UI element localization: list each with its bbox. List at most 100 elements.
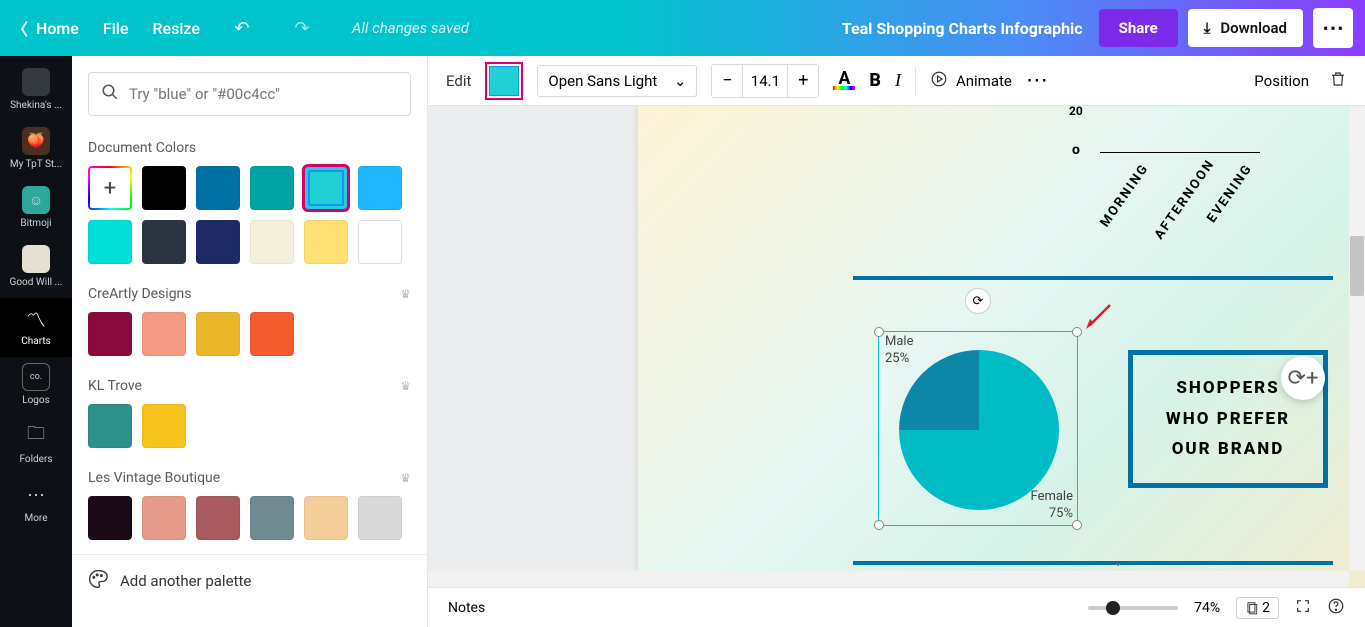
color-swatch[interactable] xyxy=(142,404,186,448)
animate-button[interactable]: Animate xyxy=(930,70,1012,92)
zoom-knob[interactable] xyxy=(1106,601,1120,615)
rail-more[interactable]: ⋯More xyxy=(0,475,72,534)
color-swatch[interactable] xyxy=(142,496,186,540)
color-swatch[interactable] xyxy=(196,220,240,264)
rail-app-shekina[interactable]: Shekina's ... xyxy=(0,62,72,121)
canvas-area[interactable]: 20 o MORNING AFTERNOON EVENING ⟳ Male25% xyxy=(428,106,1365,587)
page-count-button[interactable]: 2 xyxy=(1236,597,1279,619)
crown-icon: ♛ xyxy=(400,287,411,301)
delete-button[interactable] xyxy=(1329,70,1347,92)
context-toolbar: Edit Open Sans Light ⌄ − 14.1 + A B I An… xyxy=(428,56,1365,106)
color-swatch[interactable] xyxy=(358,496,402,540)
color-swatch[interactable] xyxy=(304,166,348,210)
color-swatch[interactable] xyxy=(358,220,402,264)
color-swatch[interactable] xyxy=(142,312,186,356)
selection-box[interactable]: ⟳ Male25% Female75% xyxy=(878,331,1078,526)
home-button[interactable]: 〈 Home xyxy=(12,16,79,40)
color-swatch[interactable] xyxy=(88,496,132,540)
color-swatch[interactable] xyxy=(196,496,240,540)
more-button[interactable]: ⋯ xyxy=(1313,8,1353,48)
add-palette-button[interactable]: Add another palette xyxy=(72,554,427,607)
font-selector[interactable]: Open Sans Light ⌄ xyxy=(537,65,697,97)
section-title-creartly: CreArtly Designs xyxy=(88,286,192,302)
section-title-lesvintage: Les Vintage Boutique xyxy=(88,470,220,486)
color-swatch[interactable] xyxy=(88,220,132,264)
size-increase-button[interactable]: + xyxy=(788,65,818,97)
design-page[interactable]: 20 o MORNING AFTERNOON EVENING ⟳ Male25% xyxy=(638,106,1365,587)
color-swatch[interactable] xyxy=(196,312,240,356)
resize-handle-sw[interactable] xyxy=(874,520,884,530)
rail-folders[interactable]: 🗀Folders xyxy=(0,416,72,475)
italic-button[interactable]: I xyxy=(895,70,901,91)
resize-handle-se[interactable] xyxy=(1072,520,1082,530)
add-page-fab[interactable]: ⟳+ xyxy=(1281,356,1325,400)
color-swatch[interactable] xyxy=(250,496,294,540)
color-swatch[interactable] xyxy=(142,166,186,210)
redo-button[interactable]: ↷ xyxy=(284,10,320,46)
bold-button[interactable]: B xyxy=(869,70,881,91)
color-swatch[interactable] xyxy=(250,312,294,356)
color-swatch[interactable] xyxy=(196,166,240,210)
folder-icon: 🗀 xyxy=(22,422,50,450)
rail-app-goodwill[interactable]: Good Will ... xyxy=(0,239,72,298)
app-icon: ☺ xyxy=(22,186,50,214)
app-icon xyxy=(22,68,50,96)
color-swatch[interactable] xyxy=(304,496,348,540)
fill-color-chip[interactable] xyxy=(485,62,523,100)
expand-arrow-icon[interactable]: ⌄ xyxy=(1113,555,1123,569)
add-color-swatch[interactable]: + xyxy=(88,166,132,210)
rail-app-bitmoji[interactable]: ☺Bitmoji xyxy=(0,180,72,239)
charts-icon: 〽 xyxy=(22,304,50,332)
color-swatch[interactable] xyxy=(142,220,186,264)
top-bar: 〈 Home File Resize ↶ ↷ All changes saved… xyxy=(0,0,1365,56)
color-search-input[interactable] xyxy=(129,85,398,103)
zoom-slider[interactable] xyxy=(1088,606,1178,610)
divider-bar-bottom xyxy=(853,561,1333,565)
edit-button[interactable]: Edit xyxy=(446,72,471,90)
more-icon: ⋯ xyxy=(22,481,50,509)
pie-label-female: Female75% xyxy=(1031,489,1073,523)
font-size-value[interactable]: 14.1 xyxy=(742,65,788,97)
font-size-group: − 14.1 + xyxy=(711,64,819,98)
rotate-handle[interactable]: ⟳ xyxy=(965,288,991,314)
color-swatch[interactable] xyxy=(358,166,402,210)
design-title[interactable]: Teal Shopping Charts Infographic xyxy=(842,19,1083,38)
resize-menu[interactable]: Resize xyxy=(152,19,199,38)
pie-chart[interactable] xyxy=(899,350,1059,510)
share-button[interactable]: Share xyxy=(1099,9,1178,47)
notes-button[interactable]: Notes xyxy=(448,600,485,616)
file-menu[interactable]: File xyxy=(103,19,129,38)
resize-handle-nw[interactable] xyxy=(874,327,884,337)
color-panel: Document Colors + CreArtly Designs♛ KL T… xyxy=(72,56,428,627)
scrollbar-horizontal[interactable] xyxy=(428,571,1349,587)
logos-icon: co. xyxy=(22,363,50,391)
rail-app-tpt[interactable]: 🍑My TpT St... xyxy=(0,121,72,180)
position-button[interactable]: Position xyxy=(1254,72,1309,90)
fullscreen-button[interactable] xyxy=(1295,598,1311,618)
toolbar-more-button[interactable]: ⋯ xyxy=(1026,68,1050,93)
download-label: Download xyxy=(1220,19,1287,37)
undo-button[interactable]: ↶ xyxy=(224,10,260,46)
text-color-button[interactable]: A xyxy=(833,72,855,90)
save-status: All changes saved xyxy=(352,19,469,37)
color-swatch[interactable] xyxy=(88,312,132,356)
color-swatch[interactable] xyxy=(88,404,132,448)
download-button[interactable]: ⤓ Download xyxy=(1188,9,1303,47)
resize-handle-ne[interactable] xyxy=(1072,327,1082,337)
rail-logos[interactable]: co.Logos xyxy=(0,357,72,416)
color-search[interactable] xyxy=(88,72,411,116)
scrollbar-thumb[interactable] xyxy=(1350,236,1364,296)
size-decrease-button[interactable]: − xyxy=(712,65,742,97)
annotation-arrow-icon xyxy=(1084,301,1114,331)
chevron-left-icon: 〈 xyxy=(12,16,28,40)
rail-charts[interactable]: 〽Charts xyxy=(0,298,72,357)
color-swatch[interactable] xyxy=(250,220,294,264)
color-swatch[interactable] xyxy=(304,220,348,264)
app-icon: 🍑 xyxy=(22,127,50,155)
divider-bar-top xyxy=(853,276,1333,280)
color-swatch[interactable] xyxy=(250,166,294,210)
scrollbar-vertical[interactable] xyxy=(1349,106,1365,571)
zoom-value: 74% xyxy=(1194,600,1220,616)
help-button[interactable] xyxy=(1327,597,1345,619)
section-title-document: Document Colors xyxy=(88,140,196,156)
